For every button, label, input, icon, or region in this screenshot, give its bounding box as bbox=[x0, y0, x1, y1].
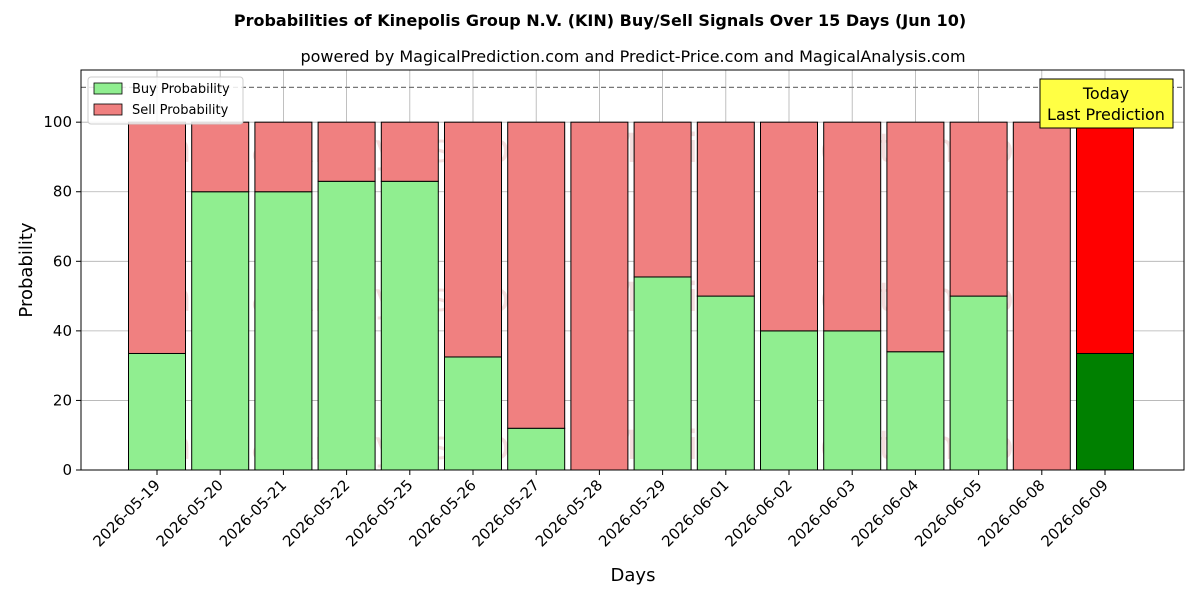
today-annotation-line2: Last Prediction bbox=[1047, 105, 1165, 124]
x-tick-label: 2026-05-20 bbox=[153, 476, 227, 550]
sell-bar-2026-05-25 bbox=[380, 121, 439, 182]
legend-buy-swatch bbox=[93, 82, 123, 95]
sell-bar-2026-05-21 bbox=[254, 121, 313, 193]
buy-bar-2026-05-22 bbox=[317, 180, 376, 471]
x-tick-label: 2026-05-28 bbox=[532, 476, 606, 550]
today-annotation-box bbox=[1039, 78, 1174, 129]
x-tick-label: 2026-06-03 bbox=[785, 476, 859, 550]
buy-bar-2026-05-26 bbox=[444, 356, 502, 471]
y-tick-label: 20 bbox=[53, 391, 72, 409]
x-tick-label: 2026-06-01 bbox=[658, 476, 732, 550]
sell-bar-2026-06-08 bbox=[1012, 121, 1071, 471]
sell-bar-2026-06-04 bbox=[886, 121, 945, 353]
buy-bar-2026-05-27 bbox=[507, 427, 566, 471]
sell-bar-2026-05-27 bbox=[507, 121, 566, 429]
sell-bar-2026-05-28 bbox=[570, 121, 629, 471]
y-tick-label: 100 bbox=[43, 113, 72, 131]
sell-bar-2026-05-20 bbox=[191, 121, 250, 193]
x-tick-label: 2026-06-05 bbox=[911, 476, 985, 550]
bars-layer bbox=[128, 121, 1134, 471]
sell-bar-2026-06-03 bbox=[823, 121, 882, 332]
legend-box bbox=[87, 76, 244, 125]
sell-bar-2026-06-02 bbox=[760, 121, 818, 332]
x-tick-label: 2026-06-04 bbox=[848, 476, 922, 550]
today-annotation-line1: Today bbox=[1082, 84, 1129, 103]
sell-bar-2026-06-09 bbox=[1076, 121, 1134, 354]
buy-bar-2026-06-01 bbox=[696, 295, 755, 471]
legend-buy-label: Buy Probability bbox=[132, 82, 230, 97]
today-annotation: Today Last Prediction bbox=[1039, 78, 1174, 129]
chart-title: Probabilities of Kinepolis Group N.V. (K… bbox=[234, 11, 966, 30]
buy-bar-2026-06-05 bbox=[949, 295, 1008, 471]
buy-bar-2026-05-29 bbox=[633, 276, 692, 471]
y-axis-ticks: 0 20 40 60 80 100 bbox=[43, 113, 81, 479]
sell-bar-2026-06-05 bbox=[949, 121, 1008, 297]
x-tick-label: 2026-05-25 bbox=[342, 476, 416, 550]
sell-bar-2026-05-19 bbox=[128, 121, 186, 354]
buy-bar-2026-06-03 bbox=[823, 330, 882, 471]
buy-bar-2026-05-20 bbox=[191, 191, 250, 471]
sell-bar-2026-05-22 bbox=[317, 121, 376, 182]
sell-bar-2026-06-01 bbox=[696, 121, 755, 297]
x-tick-label: 2026-06-08 bbox=[974, 476, 1048, 550]
x-axis-ticks: 2026-05-192026-05-202026-05-212026-05-22… bbox=[89, 470, 1112, 550]
legend-sell-label: Sell Probability bbox=[132, 103, 229, 118]
x-tick-label: 2026-06-09 bbox=[1037, 476, 1111, 550]
y-tick-label: 80 bbox=[53, 183, 72, 201]
x-axis-label: Days bbox=[611, 565, 656, 586]
x-tick-label: 2026-05-27 bbox=[469, 476, 543, 550]
sell-bar-2026-05-29 bbox=[633, 121, 692, 278]
x-tick-label: 2026-05-26 bbox=[405, 476, 479, 550]
buy-bar-2026-06-02 bbox=[760, 330, 818, 471]
legend: Buy Probability Sell Probability bbox=[87, 76, 244, 125]
legend-sell-swatch bbox=[93, 103, 123, 116]
chart-subtitle: powered by MagicalPrediction.com and Pre… bbox=[300, 47, 965, 66]
y-tick-label: 0 bbox=[62, 461, 72, 479]
y-tick-label: 60 bbox=[53, 252, 72, 270]
buy-bar-2026-05-25 bbox=[380, 180, 439, 471]
x-tick-label: 2026-05-22 bbox=[279, 476, 353, 550]
x-tick-label: 2026-05-29 bbox=[595, 476, 669, 550]
sell-bar-2026-05-26 bbox=[444, 121, 502, 358]
y-tick-label: 40 bbox=[53, 322, 72, 340]
x-tick-label: 2026-06-02 bbox=[721, 476, 795, 550]
y-axis-label: Probability bbox=[16, 222, 37, 317]
buy-bar-2026-05-21 bbox=[254, 191, 313, 471]
plot-frame bbox=[80, 69, 1185, 471]
buy-bar-2026-06-09 bbox=[1076, 352, 1134, 471]
x-tick-label: 2026-05-19 bbox=[89, 476, 163, 550]
buy-bar-2026-05-19 bbox=[128, 352, 186, 471]
x-tick-label: 2026-05-21 bbox=[216, 476, 290, 550]
buy-bar-2026-06-04 bbox=[886, 351, 945, 471]
